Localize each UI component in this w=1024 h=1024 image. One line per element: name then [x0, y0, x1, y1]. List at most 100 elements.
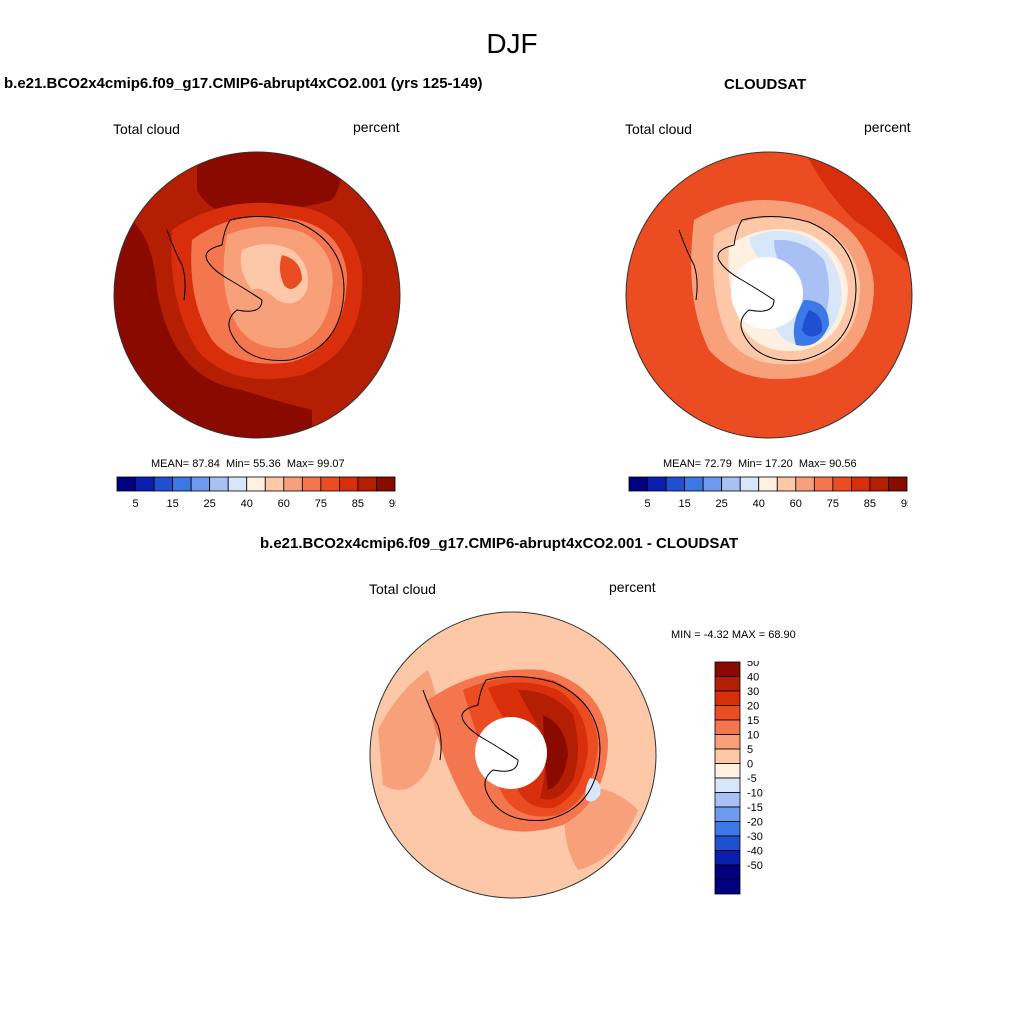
diff-map-peninsula-coast — [422, 689, 442, 761]
diff-colorbar-tick-label: -20 — [747, 817, 763, 829]
left-colorbar-tick-label: 25 — [204, 498, 216, 510]
left-colorbar: 5 15 25 40 60 75 85 95 — [116, 476, 396, 510]
diff-colorbar-tick-label: -40 — [747, 846, 763, 858]
left-colorbar-box — [376, 476, 396, 492]
diff-colorbar-box — [714, 792, 741, 808]
diff-map-moderate-region-west — [378, 670, 438, 790]
diff-map-border — [369, 611, 657, 899]
right-map-peninsula-coast — [678, 229, 698, 301]
right-mean-value: 72.79 — [704, 458, 732, 470]
left-colorbar-box — [190, 476, 211, 492]
left-colorbar-tick-label: 15 — [166, 498, 178, 510]
diff-colorbar-box — [714, 777, 741, 793]
left-colorbar-box — [116, 476, 136, 492]
left-colorbar-tick-label: 85 — [352, 498, 364, 510]
diff-map-coastline — [461, 675, 601, 821]
diff-panel-title: b.e21.BCO2x4cmip6.f09_g17.CMIP6-abrupt4x… — [260, 535, 739, 552]
right-colorbar-box — [850, 476, 871, 492]
right-colorbar-box — [795, 476, 815, 492]
right-colorbar-tick-label: 85 — [864, 498, 876, 510]
left-colorbar-tick-label: 75 — [315, 498, 327, 510]
diff-colorbar-box — [714, 864, 741, 880]
diff-polar-map — [369, 611, 657, 899]
diff-colorbar-tick-label: -50 — [747, 860, 763, 872]
diff-colorbar-box — [714, 676, 741, 692]
diff-colorbar-box — [714, 661, 741, 677]
right-colorbar-box — [739, 476, 760, 492]
left-min-value: 55.36 — [253, 458, 281, 470]
right-map-pole-hole — [731, 257, 803, 329]
diff-colorbar-tick-label: -10 — [747, 788, 763, 800]
diff-colorbar-box — [714, 821, 741, 837]
diff-colorbar-tick-label: -5 — [747, 773, 757, 785]
right-variable-label: Total cloud — [625, 121, 692, 137]
right-colorbar-box — [776, 476, 797, 492]
right-colorbar-tick-label: 40 — [753, 498, 765, 510]
left-map-peninsula-coast — [166, 229, 186, 301]
right-units-label: percent — [864, 119, 911, 135]
left-stats: MEAN= 87.84 Min= 55.36 Max= 99.07 — [151, 458, 345, 470]
left-map-max-region-west — [114, 210, 312, 438]
diff-colorbar-box — [714, 850, 741, 866]
right-map-min-region — [802, 310, 823, 337]
left-colorbar-box — [172, 476, 192, 492]
left-colorbar-tick-label: 60 — [278, 498, 290, 510]
right-colorbar-tick-label: 5 — [644, 498, 650, 510]
left-colorbar-box — [338, 476, 359, 492]
right-map-border — [625, 151, 913, 439]
season-title: DJF — [486, 28, 538, 59]
diff-colorbar-tick-label: 10 — [747, 730, 759, 742]
diff-units-label: percent — [609, 579, 656, 595]
right-colorbar-box — [665, 476, 685, 492]
left-colorbar-box — [227, 476, 248, 492]
diff-colorbar-tick-label: 40 — [747, 672, 759, 684]
left-colorbar-box — [357, 476, 377, 492]
diff-colorbar-box — [714, 763, 741, 779]
diff-colorbar-box — [714, 690, 741, 706]
diff-map-negative-region — [585, 778, 601, 802]
diff-colorbar-box — [714, 806, 741, 822]
diff-colorbar-box — [714, 835, 741, 851]
right-colorbar-tick-label: 60 — [790, 498, 802, 510]
right-colorbar-tick-label: 75 — [827, 498, 839, 510]
right-colorbar-box — [684, 476, 704, 492]
diff-colorbar-tick-label: 15 — [747, 715, 759, 727]
left-panel-title: b.e21.BCO2x4cmip6.f09_g17.CMIP6-abrupt4x… — [4, 75, 483, 92]
diff-colorbar-tick-label: 30 — [747, 686, 759, 698]
left-max-value: 99.07 — [317, 458, 345, 470]
left-colorbar-tick-label: 5 — [132, 498, 138, 510]
left-colorbar-tick-label: 40 — [241, 498, 253, 510]
right-colorbar-box — [702, 476, 723, 492]
left-map-interior-high — [279, 255, 302, 289]
right-max-value: 90.56 — [829, 458, 857, 470]
diff-colorbar-box — [714, 719, 741, 735]
diff-colorbar-tick-label: -30 — [747, 831, 763, 843]
right-colorbar-tick-label: 15 — [678, 498, 690, 510]
left-colorbar-tick-label: 95 — [389, 498, 396, 510]
diff-map-max-region — [543, 715, 568, 790]
left-map-coastline — [205, 215, 345, 361]
left-colorbar-box — [209, 476, 229, 492]
left-colorbar-box — [320, 476, 340, 492]
left-units-label: percent — [353, 119, 400, 135]
left-colorbar-box — [246, 476, 266, 492]
left-colorbar-box — [301, 476, 322, 492]
diff-variable-label: Total cloud — [369, 581, 436, 597]
right-colorbar-box — [647, 476, 667, 492]
diff-colorbar-box — [714, 705, 741, 721]
right-colorbar: 5 15 25 40 60 75 85 95 — [628, 476, 908, 510]
left-map-max-region-north — [197, 152, 341, 213]
right-map-coastline — [717, 215, 857, 361]
right-stats: MEAN= 72.79 Min= 17.20 Max= 90.56 — [663, 458, 857, 470]
diff-colorbar-box — [714, 748, 741, 764]
left-map-border — [113, 151, 401, 439]
right-colorbar-tick-label: 95 — [901, 498, 908, 510]
right-colorbar-box — [758, 476, 778, 492]
diff-map-pole-hole — [475, 717, 547, 789]
right-colorbar-box — [869, 476, 889, 492]
right-polar-map — [625, 151, 913, 439]
right-colorbar-box — [628, 476, 648, 492]
right-colorbar-box — [813, 476, 834, 492]
left-colorbar-box — [135, 476, 155, 492]
